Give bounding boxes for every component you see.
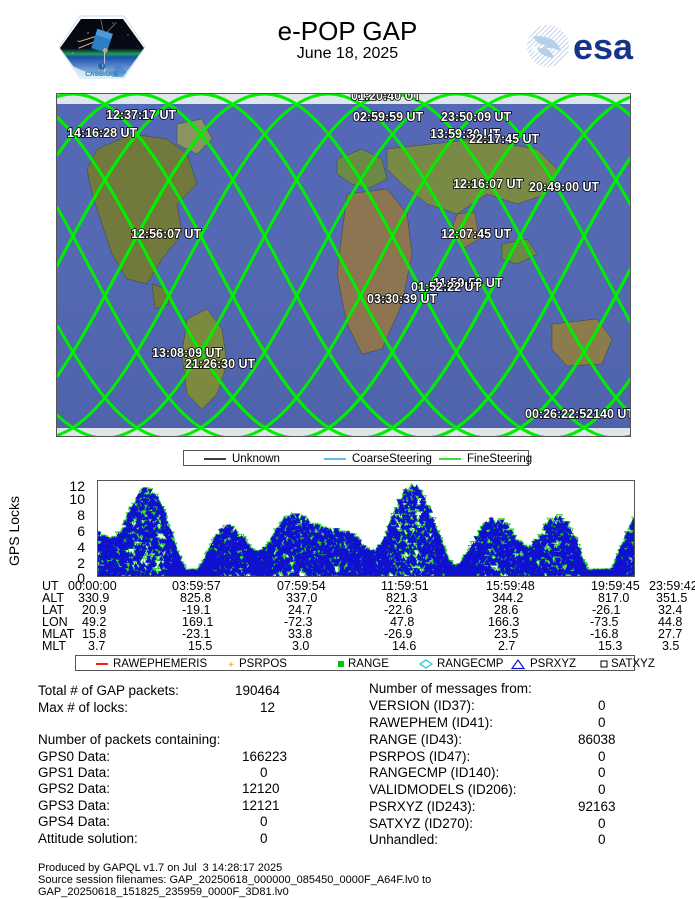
svg-text:14:16:28 UT: 14:16:28 UT [67,126,138,140]
svg-text:CASSIOPE: CASSIOPE [85,71,119,78]
svg-text:12:16:07 UT: 12:16:07 UT [453,177,524,191]
svg-text:22:17:45 UT: 22:17:45 UT [469,132,540,146]
svg-text:12:56:07 UT: 12:56:07 UT [131,227,202,241]
svg-text:01:20:40 UT: 01:20:40 UT [351,94,422,103]
svg-text:03:30:39 UT: 03:30:39 UT [367,292,438,306]
svg-text:21:26:30 UT: 21:26:30 UT [185,357,256,371]
svg-text:12:37:17 UT: 12:37:17 UT [106,108,177,122]
svg-text:23:50:09 UT: 23:50:09 UT [441,110,512,124]
svg-text:00:26:22:52140 UT: 00:26:22:52140 UT [525,407,631,421]
svg-text:02:59:59 UT: 02:59:59 UT [353,110,424,124]
svg-text:12:07:45 UT: 12:07:45 UT [441,227,512,241]
svg-text:+: + [228,660,234,671]
svg-text:20:49:00 UT: 20:49:00 UT [529,180,600,194]
